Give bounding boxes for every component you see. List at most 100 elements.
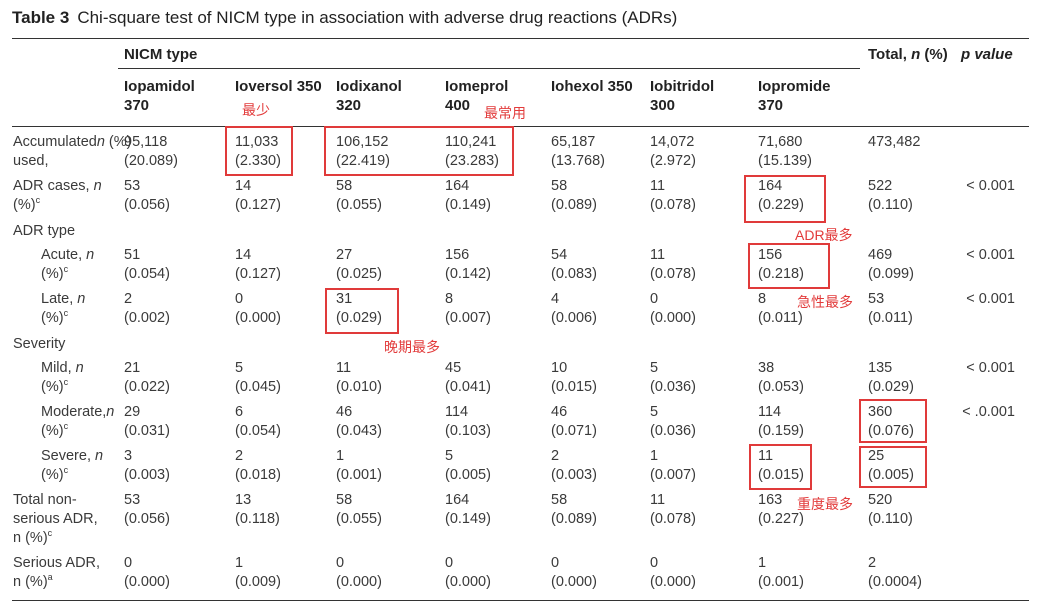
- highlight-iopromide-adr: [744, 175, 826, 223]
- table-cell: 164 (0.149): [445, 178, 491, 213]
- row-label: Mild, n (%)c: [41, 360, 84, 395]
- header-rule: [12, 126, 1029, 127]
- row-label: Moderate,n (%)c: [41, 404, 115, 439]
- group-rule: [118, 68, 860, 69]
- section-label: Severity: [13, 336, 66, 352]
- table-cell: 58 (0.089): [551, 492, 597, 527]
- table-cell: 21 (0.022): [124, 360, 170, 395]
- table-cell: 10 (0.015): [551, 360, 597, 395]
- table-cell: 2 (0.003): [551, 448, 597, 483]
- table-cell: 58 (0.089): [551, 178, 597, 213]
- table-cell: 5 (0.045): [235, 360, 281, 395]
- row-label: ADR cases, n (%)c: [13, 178, 102, 213]
- table-cell: 95,118 (20.089): [124, 134, 179, 169]
- table-cell: 0 (0.000): [551, 555, 597, 590]
- table-cell: 53 (0.056): [124, 178, 170, 213]
- highlight-ioversol-used: [225, 126, 293, 176]
- column-header: Iohexol 350: [551, 78, 633, 95]
- table-cell: 114 (0.103): [445, 404, 491, 439]
- row-label: Late, n (%)c: [41, 291, 86, 326]
- table-cell: 8 (0.007): [445, 291, 491, 326]
- table-cell: 5 (0.036): [650, 360, 696, 395]
- table-cell: 2 (0.018): [235, 448, 281, 483]
- table-cell: 1 (0.007): [650, 448, 696, 483]
- header-group-label: NICM type: [124, 46, 198, 63]
- total-cell: 2 (0.0004): [868, 555, 923, 590]
- table-caption: Chi-square test of NICM type in associat…: [77, 8, 678, 27]
- table-cell: 0 (0.000): [445, 555, 491, 590]
- header-p-value: p value: [961, 46, 1013, 63]
- table-cell: 65,187 (13.768): [551, 134, 606, 169]
- total-cell: 25 (0.005): [868, 448, 914, 483]
- table-cell: 156 (0.218): [758, 247, 804, 282]
- table-cell: 6 (0.054): [235, 404, 281, 439]
- highlight-iodixanol-late: [325, 288, 399, 334]
- section-label: ADR type: [13, 223, 76, 239]
- table-cell: 11 (0.078): [650, 178, 696, 213]
- annotation-severe-most: 重度最多: [797, 496, 853, 512]
- annotation-adr-most: ADR最多: [795, 227, 853, 243]
- bottom-rule: [12, 600, 1029, 601]
- table-cell: 3 (0.003): [124, 448, 170, 483]
- table-cell: 5 (0.005): [445, 448, 491, 483]
- table-cell: 11 (0.078): [650, 247, 696, 282]
- table-cell: 0 (0.000): [650, 555, 696, 590]
- table-cell: 11 (0.015): [758, 448, 804, 483]
- table-cell: 31 (0.029): [336, 291, 382, 326]
- total-cell: 360 (0.076): [868, 404, 914, 439]
- total-cell: 520 (0.110): [868, 492, 913, 527]
- annotation-least: 最少: [242, 102, 270, 118]
- p-value-cell: < .0.001: [962, 404, 1015, 420]
- row-label: Serious ADR, n (%)a: [13, 555, 101, 590]
- table-cell: 14 (0.127): [235, 178, 281, 213]
- table-cell: 11,033 (2.330): [235, 134, 281, 169]
- p-value-cell: < 0.001: [966, 291, 1015, 307]
- table-cell: 0 (0.000): [124, 555, 170, 590]
- table-cell: 4 (0.006): [551, 291, 597, 326]
- p-value-cell: < 0.001: [966, 360, 1015, 376]
- table-cell: 51 (0.054): [124, 247, 170, 282]
- total-cell: 135 (0.029): [868, 360, 914, 395]
- table-cell: 2 (0.002): [124, 291, 170, 326]
- column-header: Iodixanol 320: [336, 78, 402, 114]
- column-header: Ioversol 350: [235, 78, 322, 95]
- table-cell: 156 (0.142): [445, 247, 491, 282]
- highlight-iodixanol-iomeprol-used: [324, 126, 514, 176]
- table-title: Table 3 Chi-square test of NICM type in a…: [12, 8, 677, 28]
- table-cell: 1 (0.009): [235, 555, 281, 590]
- highlight-total-moderate: [859, 399, 927, 443]
- table-cell: 11 (0.078): [650, 492, 696, 527]
- row-label: Accumulatedn (%) used,: [13, 134, 132, 169]
- column-header: Iopromide 370: [758, 78, 831, 114]
- table-cell: 45 (0.041): [445, 360, 491, 395]
- highlight-iopromide-acute: [748, 243, 830, 289]
- table-cell: 38 (0.053): [758, 360, 804, 395]
- table-cell: 13 (0.118): [235, 492, 280, 527]
- table-cell: 1 (0.001): [336, 448, 382, 483]
- row-label: Total non-serious ADR, n (%)c: [13, 492, 98, 546]
- p-value-cell: < 0.001: [966, 178, 1015, 194]
- table-cell: 110,241 (23.283): [445, 134, 500, 169]
- table-cell: 0 (0.000): [650, 291, 696, 326]
- annotation-most-used: 最常用: [484, 105, 526, 121]
- table-cell: 29 (0.031): [124, 404, 170, 439]
- table-cell: 46 (0.043): [336, 404, 382, 439]
- total-cell: 473,482: [868, 134, 921, 150]
- table-cell: 0 (0.000): [336, 555, 382, 590]
- total-cell: 522 (0.110): [868, 178, 913, 213]
- table-cell: 14,072 (2.972): [650, 134, 696, 169]
- table-cell: 54 (0.083): [551, 247, 597, 282]
- header-total: Total, n (%): [868, 46, 948, 63]
- column-header: Iomeprol 400: [445, 78, 509, 114]
- table-cell: 58 (0.055): [336, 492, 382, 527]
- table-number: Table 3: [12, 8, 70, 27]
- p-value-cell: < 0.001: [966, 247, 1015, 263]
- table-cell: 8 (0.011): [758, 291, 803, 326]
- table-cell: 114 (0.159): [758, 404, 804, 439]
- table-cell: 58 (0.055): [336, 178, 382, 213]
- table-cell: 164 (0.149): [445, 492, 491, 527]
- table-cell: 1 (0.001): [758, 555, 804, 590]
- table-cell: 71,680 (15.139): [758, 134, 813, 169]
- table-cell: 53 (0.056): [124, 492, 170, 527]
- table-cell: 163 (0.227): [758, 492, 804, 527]
